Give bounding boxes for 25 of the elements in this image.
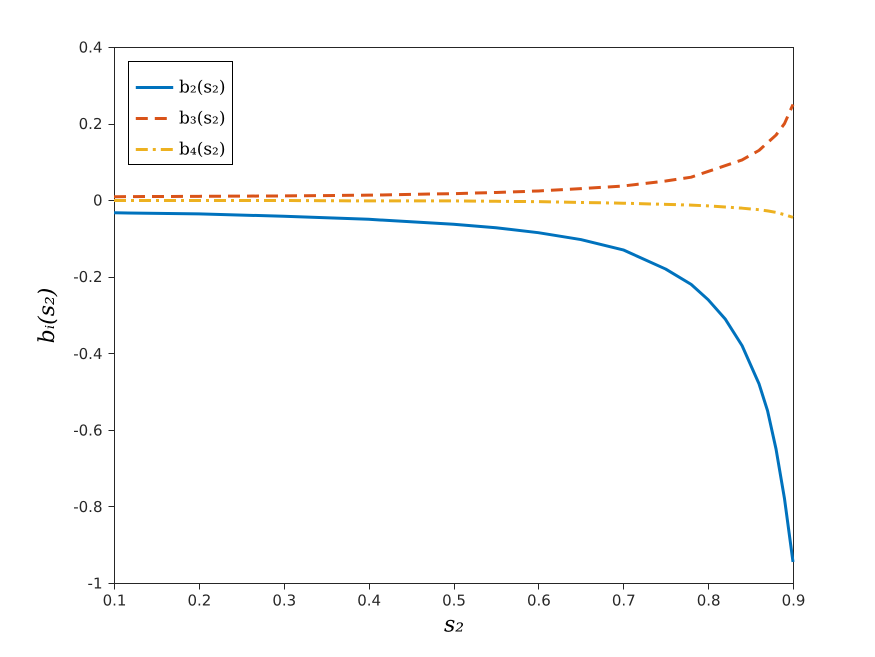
x-tick-label: 0.4	[357, 592, 382, 610]
line-series	[112, 199, 794, 219]
legend-label: b₂(s₂)	[179, 78, 226, 98]
line-series	[112, 102, 794, 198]
legend-label: b₄(s₂)	[179, 140, 226, 160]
x-tick-label: 0.9	[782, 592, 806, 610]
y-tick-label: -0.2	[73, 268, 102, 286]
y-tick-label: -1	[88, 574, 102, 592]
y-tick-label: -0.8	[73, 498, 102, 516]
line-series	[112, 211, 794, 564]
x-tick-label: 0.3	[272, 592, 296, 610]
legend-label: b₃(s₂)	[179, 108, 226, 128]
x-tick-label: 0.1	[102, 592, 126, 610]
y-tick-label: -0.6	[73, 421, 102, 440]
x-tick-label: 0.6	[526, 592, 551, 610]
y-tick-label: 0.4	[78, 38, 102, 56]
y-tick-label: 0.2	[78, 115, 102, 134]
y-tick-label: -0.4	[73, 344, 102, 363]
x-axis-title: s₂	[444, 612, 464, 638]
y-axis-title: bᵢ(s₂)	[35, 288, 60, 344]
y-tick-label: 0	[92, 192, 102, 210]
x-tick-label: 0.7	[612, 592, 636, 610]
x-tick-label: 0.8	[696, 592, 721, 610]
x-tick-label: 0.5	[442, 592, 466, 610]
x-tick-label: 0.2	[187, 592, 212, 610]
